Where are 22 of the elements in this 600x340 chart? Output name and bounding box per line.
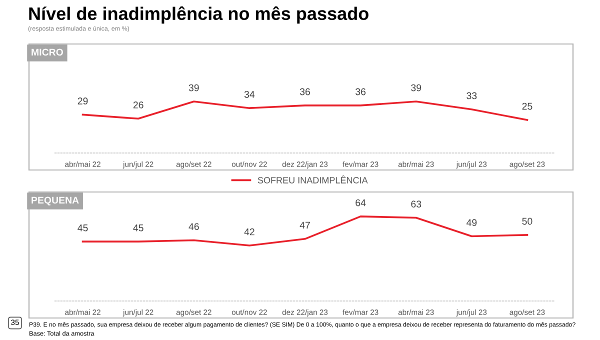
data-label: 39	[411, 84, 422, 92]
data-label: 63	[411, 200, 422, 208]
data-label: 39	[188, 84, 199, 92]
data-label: 46	[188, 223, 199, 230]
data-label: 34	[244, 90, 255, 98]
chart-title: PEQUENA	[32, 196, 79, 206]
chart-title: MICRO	[32, 48, 63, 56]
data-label: 49	[466, 219, 477, 226]
data-label: 64	[356, 199, 366, 206]
text: Nível de inadimplência no mês passado	[29, 6, 368, 24]
data-label: 29	[78, 98, 88, 104]
data-label: 33	[466, 92, 477, 100]
data-label: 26	[133, 102, 144, 108]
data-label: 47	[300, 222, 310, 229]
data-label: 36	[300, 88, 310, 96]
data-label: 25	[522, 102, 532, 110]
data-label: 36	[356, 88, 366, 96]
legend-label: SOFREU INADIMPLÊNCIA	[258, 175, 368, 184]
data-label: 45	[78, 224, 88, 232]
data-label: 45	[133, 224, 144, 232]
data-label: 50	[522, 218, 532, 225]
data-label: 42	[244, 228, 254, 236]
